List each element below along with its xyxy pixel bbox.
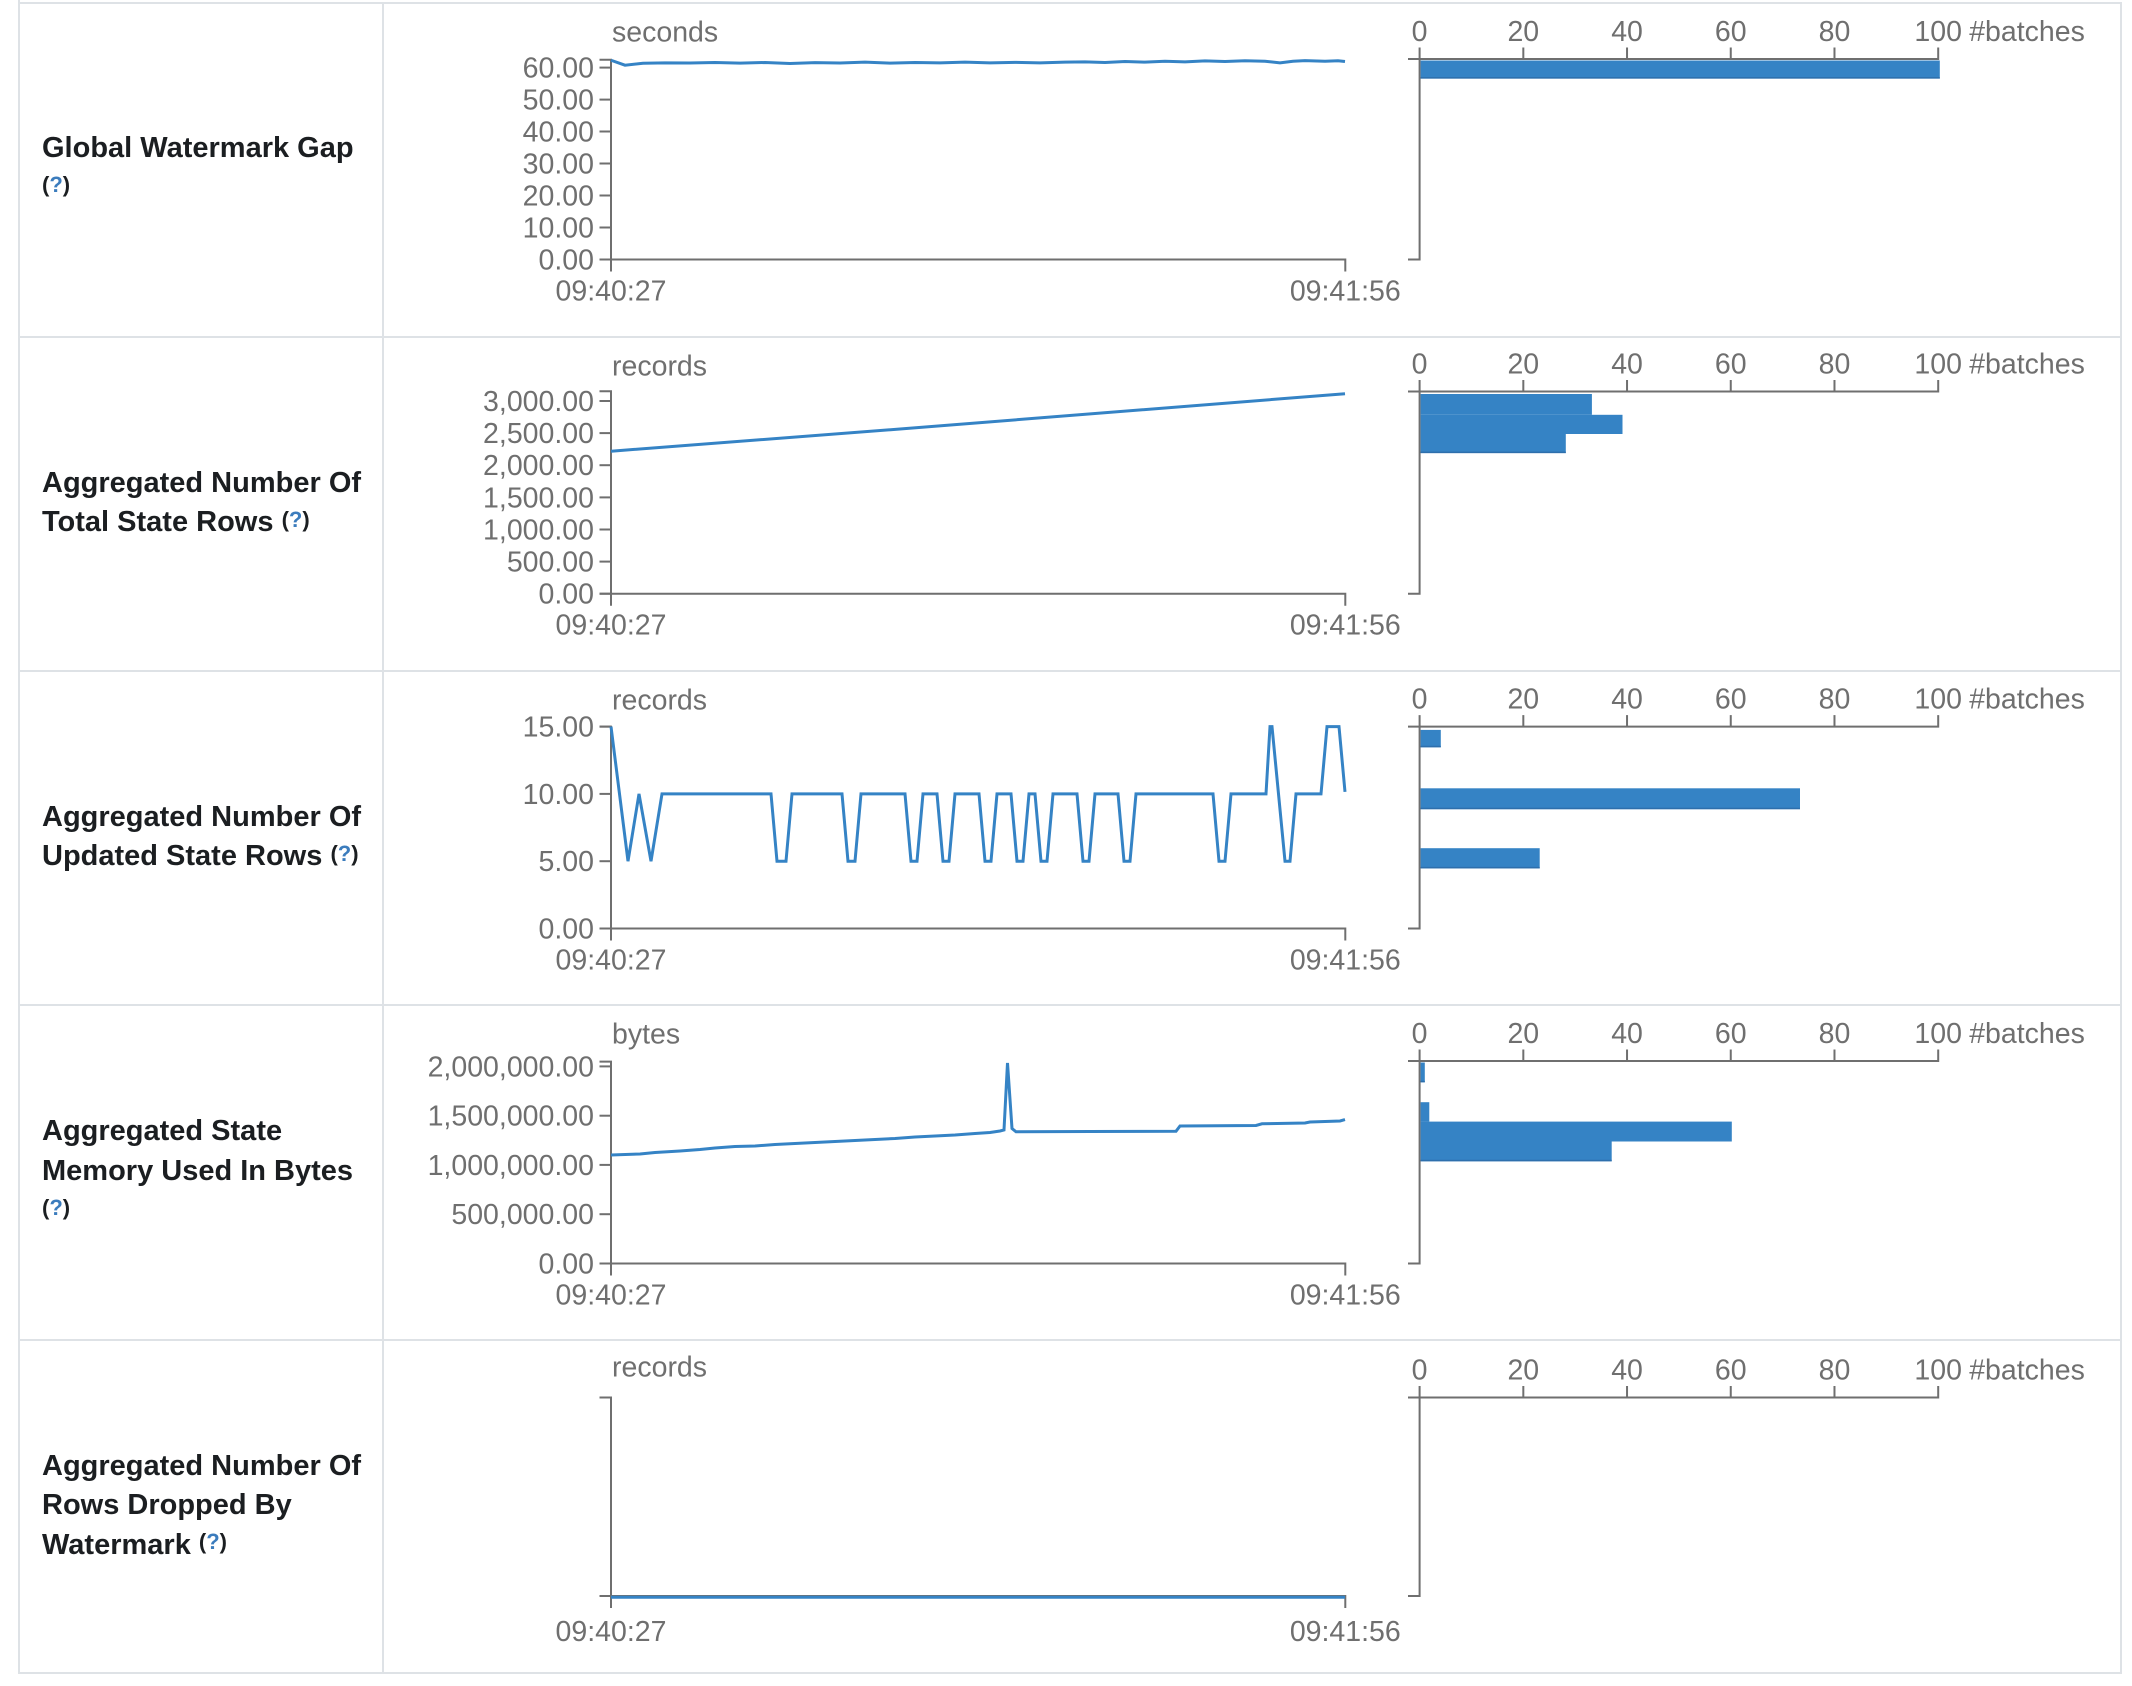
svg-text:10.00: 10.00: [523, 213, 594, 245]
svg-text:09:40:27: 09:40:27: [556, 945, 667, 977]
svg-text:1,500.00: 1,500.00: [483, 482, 594, 514]
svg-text:#batches: #batches: [1969, 1018, 2085, 1050]
svg-text:09:41:56: 09:41:56: [1290, 276, 1401, 308]
svg-text:60: 60: [1715, 684, 1747, 716]
svg-text:1,500,000.00: 1,500,000.00: [428, 1101, 594, 1133]
svg-text:09:40:27: 09:40:27: [556, 1616, 667, 1648]
svg-text:0.00: 0.00: [539, 245, 594, 277]
svg-text:0: 0: [1412, 349, 1428, 381]
svg-text:09:41:56: 09:41:56: [1290, 945, 1401, 977]
svg-text:3,000.00: 3,000.00: [483, 386, 594, 418]
svg-text:80: 80: [1819, 1018, 1851, 1050]
svg-text:#batches: #batches: [1969, 349, 2085, 381]
svg-text:20: 20: [1507, 684, 1539, 716]
svg-text:80: 80: [1819, 1355, 1851, 1387]
svg-text:60: 60: [1715, 349, 1747, 381]
svg-text:0: 0: [1412, 684, 1428, 716]
svg-text:#batches: #batches: [1969, 16, 2085, 48]
svg-text:seconds: seconds: [612, 17, 718, 49]
svg-text:15.00: 15.00: [523, 712, 594, 744]
svg-text:40: 40: [1611, 1355, 1643, 1387]
svg-text:100: 100: [1914, 684, 1962, 716]
svg-text:records: records: [612, 685, 707, 717]
svg-text:records: records: [612, 1352, 707, 1384]
svg-text:60: 60: [1715, 16, 1747, 48]
svg-text:60.00: 60.00: [523, 53, 594, 85]
svg-text:0: 0: [1412, 1355, 1428, 1387]
svg-text:80: 80: [1819, 684, 1851, 716]
svg-text:30.00: 30.00: [523, 149, 594, 181]
svg-text:100: 100: [1914, 1355, 1962, 1387]
svg-text:5.00: 5.00: [539, 846, 594, 878]
svg-text:40: 40: [1611, 349, 1643, 381]
svg-text:0: 0: [1412, 16, 1428, 48]
svg-text:09:41:56: 09:41:56: [1290, 610, 1401, 642]
svg-text:60: 60: [1715, 1355, 1747, 1387]
svg-text:2,000.00: 2,000.00: [483, 450, 594, 482]
svg-text:100: 100: [1914, 16, 1962, 48]
svg-text:100: 100: [1914, 1018, 1962, 1050]
svg-text:09:40:27: 09:40:27: [556, 610, 667, 642]
svg-text:0.00: 0.00: [539, 914, 594, 946]
svg-text:20: 20: [1507, 349, 1539, 381]
svg-text:0: 0: [1412, 1018, 1428, 1050]
svg-text:40.00: 40.00: [523, 117, 594, 149]
svg-text:1,000.00: 1,000.00: [483, 515, 594, 547]
svg-text:records: records: [612, 351, 707, 383]
svg-text:09:41:56: 09:41:56: [1290, 1616, 1401, 1648]
svg-text:20: 20: [1507, 16, 1539, 48]
svg-text:500,000.00: 500,000.00: [451, 1199, 594, 1231]
svg-text:40: 40: [1611, 16, 1643, 48]
svg-text:2,500.00: 2,500.00: [483, 418, 594, 450]
svg-text:40: 40: [1611, 684, 1643, 716]
svg-text:20.00: 20.00: [523, 181, 594, 213]
svg-text:1,000,000.00: 1,000,000.00: [428, 1150, 594, 1182]
svg-text:10.00: 10.00: [523, 779, 594, 811]
svg-text:0.00: 0.00: [539, 579, 594, 611]
svg-text:80: 80: [1819, 16, 1851, 48]
svg-text:500.00: 500.00: [507, 547, 594, 579]
svg-text:100: 100: [1914, 349, 1962, 381]
svg-text:bytes: bytes: [612, 1019, 680, 1051]
svg-text:#batches: #batches: [1969, 1355, 2085, 1387]
svg-text:09:40:27: 09:40:27: [556, 1280, 667, 1312]
svg-text:50.00: 50.00: [523, 85, 594, 117]
svg-text:#batches: #batches: [1969, 684, 2085, 716]
svg-text:20: 20: [1507, 1355, 1539, 1387]
svg-text:80: 80: [1819, 349, 1851, 381]
svg-text:2,000,000.00: 2,000,000.00: [428, 1051, 594, 1083]
svg-text:60: 60: [1715, 1018, 1747, 1050]
svg-text:09:40:27: 09:40:27: [556, 276, 667, 308]
svg-text:09:41:56: 09:41:56: [1290, 1280, 1401, 1312]
svg-text:40: 40: [1611, 1018, 1643, 1050]
svg-text:0.00: 0.00: [539, 1249, 594, 1281]
svg-text:20: 20: [1507, 1018, 1539, 1050]
